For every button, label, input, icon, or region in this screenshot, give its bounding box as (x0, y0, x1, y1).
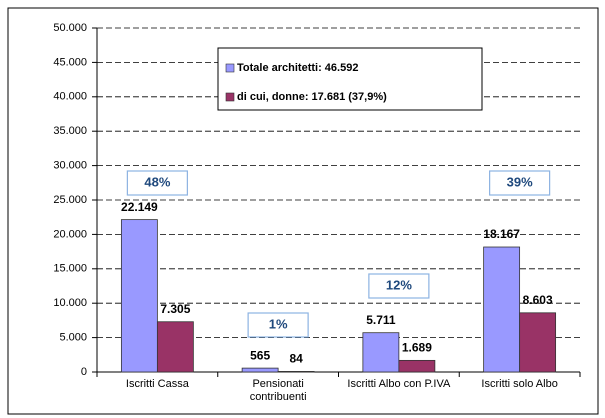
y-tick-label: 10.000 (53, 297, 87, 309)
y-tick-label: 25.000 (53, 194, 87, 206)
bar (483, 246, 521, 373)
annotation: 39% (507, 174, 533, 189)
bar (156, 321, 194, 373)
y-tick-label: 30.000 (53, 160, 87, 172)
data-label: 8.603 (523, 293, 553, 307)
y-tick-label: 50.000 (53, 22, 87, 34)
annotation-box (247, 312, 309, 338)
annotation: 12% (386, 277, 412, 292)
legend-label: Totale architetti: 46.592 (237, 62, 358, 74)
data-label: 84 (289, 352, 303, 366)
data-label: 565 (250, 348, 270, 362)
x-tick-label: Iscritti Albo con P.IVA (347, 378, 451, 390)
data-label: 7.305 (160, 302, 190, 316)
annotation-box (126, 170, 188, 196)
bar (362, 332, 400, 373)
bar (398, 359, 436, 373)
y-tick-label: 15.000 (53, 263, 87, 275)
x-tick-label: Iscritti solo Albo (481, 378, 558, 390)
annotation: 48% (144, 174, 170, 189)
y-tick-label: 0 (81, 366, 87, 378)
data-label: 18.167 (483, 227, 520, 241)
y-tick-label: 5.000 (59, 332, 87, 344)
x-tick-label: Pensionati contribuenti (249, 378, 307, 403)
y-tick-label: 20.000 (53, 228, 87, 240)
bar (277, 371, 315, 373)
legend-box (217, 47, 483, 111)
frame (7, 7, 599, 415)
y-tick-label: 35.000 (53, 125, 87, 137)
y-tick-label: 40.000 (53, 91, 87, 103)
legend-swatch (225, 63, 235, 73)
legend-label: di cui, donne: 17.681 (37,9%) (237, 91, 387, 103)
x-tick-label: Iscritti Cassa (125, 378, 189, 390)
annotation-box (368, 273, 430, 299)
bar (120, 219, 158, 373)
bar (241, 367, 279, 373)
data-label: 22.149 (121, 200, 158, 214)
bar (519, 312, 557, 373)
data-label: 1.689 (402, 341, 432, 355)
data-label: 5.711 (366, 313, 396, 327)
y-tick-label: 45.000 (53, 56, 87, 68)
legend-swatch (225, 92, 235, 102)
annotation-box (489, 170, 551, 196)
annotation: 1% (269, 316, 288, 331)
